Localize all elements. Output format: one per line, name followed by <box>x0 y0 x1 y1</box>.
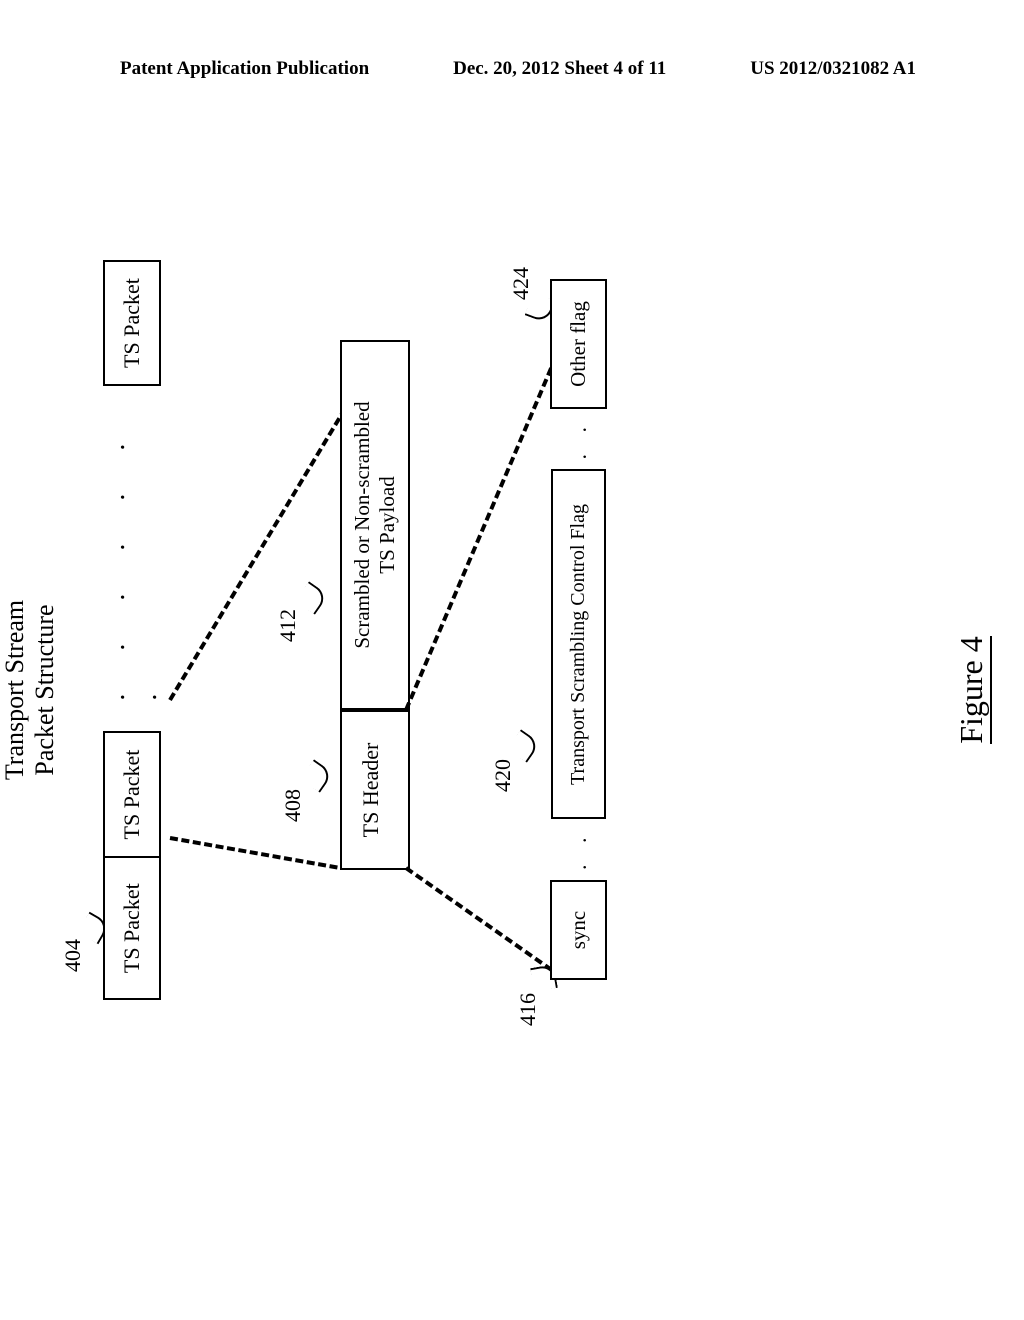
title-line-2: Packet Structure <box>30 604 59 775</box>
ellipsis: . . . . . . . <box>100 386 164 731</box>
header-center: Dec. 20, 2012 Sheet 4 of 11 <box>453 58 666 80</box>
ellipsis: . . <box>566 820 592 881</box>
ts-payload-box: Scrambled or Non-scrambled TS Payload <box>340 340 410 710</box>
payload-line-1: Scrambled or Non-scrambled <box>350 401 374 648</box>
diagram-title: Transport Stream Packet Structure <box>0 260 60 1120</box>
ref-412: 412 <box>275 609 301 642</box>
header-left: Patent Application Publication <box>120 58 369 80</box>
ref-416: 416 <box>515 993 541 1026</box>
ref-408-arc <box>300 759 333 792</box>
fan-line <box>405 866 563 978</box>
ts-header-box: TS Header <box>340 710 410 870</box>
ref-420: 420 <box>490 759 516 792</box>
packet-breakdown-row: TS Header Scrambled or Non-scrambled TS … <box>340 340 410 870</box>
header-breakdown-row: sync . . Transport Scrambling Control Fl… <box>550 279 607 980</box>
sync-box: sync <box>550 880 607 980</box>
scrambling-flag-box: Transport Scrambling Control Flag <box>551 470 606 820</box>
ref-424: 424 <box>508 267 534 300</box>
title-line-1: Transport Stream <box>0 600 29 780</box>
ref-408: 408 <box>280 789 306 822</box>
ts-packet-box: TS Packet <box>103 731 161 857</box>
header-right: US 2012/0321082 A1 <box>750 58 916 80</box>
figure-caption: Figure 4 <box>953 260 990 1120</box>
ts-packet-box: TS Packet <box>103 260 161 386</box>
page-header: Patent Application Publication Dec. 20, … <box>0 58 1024 80</box>
ref-420-arc <box>507 729 540 762</box>
ts-packet-box: TS Packet <box>103 856 161 1000</box>
figure-caption-text: Figure 4 <box>953 636 992 744</box>
payload-line-2: TS Payload <box>375 476 399 573</box>
ref-404: 404 <box>60 939 86 972</box>
other-flag-box: Other flag <box>550 279 607 409</box>
diagram: Transport Stream Packet Structure 404 TS… <box>0 260 1020 1120</box>
packet-stream-row: TS Packet TS Packet . . . . . . . TS Pac… <box>100 260 164 1000</box>
fan-line <box>404 323 572 711</box>
ellipsis: . . <box>566 409 592 470</box>
fan-line <box>170 836 338 869</box>
